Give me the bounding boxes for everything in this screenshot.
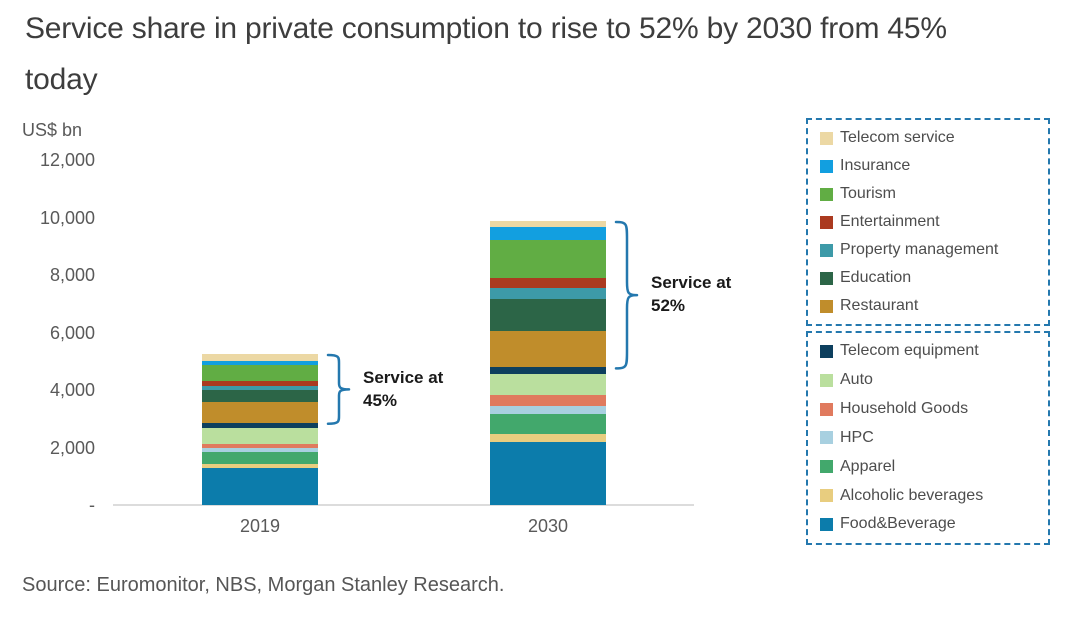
bar-segment-telecom-service-2030 [490,220,606,227]
bar-segment-telecom-equipment-2019 [202,423,318,429]
bar-segment-apparel-2019 [202,452,318,465]
legend-label-auto: Auto [840,371,873,389]
legend-label-alcoholic-beverages: Alcoholic beverages [840,486,984,504]
legend-item-insurance: Insurance [820,157,1048,175]
chart-title: Service share in private consumption to … [25,12,947,96]
legend-label-food-beverage: Food&Beverage [840,515,956,533]
bar-segment-entertainment-2030 [490,277,606,288]
legend-swatch-telecom-equipment [820,344,833,358]
service-share-brace-2030 [614,220,639,370]
bar-segment-auto-2019 [202,428,318,444]
bar-segment-hpc-2030 [490,405,606,414]
bar-segment-education-2019 [202,389,318,402]
bar-segment-insurance-2019 [202,360,318,365]
x-axis-baseline [113,504,694,506]
y-axis-tick-label: - [89,495,95,515]
legend-item-food-beverage: Food&Beverage [820,515,1048,533]
annotation-2019: Service at 45% [363,367,444,410]
y-axis-tick-label: 12,000 [39,150,95,170]
x-axis-label-2019: 2019 [239,516,281,536]
legend-swatch-restaurant [820,299,833,313]
legend-label-hpc: HPC [840,428,874,446]
legend-label-property-management: Property management [840,241,999,258]
legend-swatch-auto [820,373,833,387]
y-axis-tick-label: 4,000 [49,380,95,400]
bar-segment-telecom-service-2019 [202,354,318,361]
legend-label-insurance: Insurance [840,157,911,174]
bar-segment-restaurant-2019 [202,401,318,424]
bar-segment-entertainment-2019 [202,380,318,386]
legend-swatch-hpc [820,431,833,445]
annotation-2030: Service at 52% [651,272,732,315]
y-axis-tick-label: 6,000 [49,322,95,343]
legend-item-entertainment: Entertainment [820,213,1048,231]
legend-swatch-education [820,271,833,285]
bar-segment-household-goods-2030 [490,394,606,406]
legend-item-auto: Auto [820,371,1048,389]
legend-item-alcoholic-beverages: Alcoholic beverages [820,487,1048,505]
legend-swatch-household-goods [820,402,833,416]
legend-label-entertainment: Entertainment [840,213,940,230]
legend-label-apparel: Apparel [840,457,896,475]
legend-item-household-goods: Household Goods [820,400,1048,418]
bar-segment-household-goods-2019 [202,443,318,449]
bar-segment-alcoholic-beverages-2030 [490,433,606,442]
y-axis-tick-label: 2,000 [49,437,95,458]
legend-label-tourism: Tourism [840,185,897,202]
legend-swatch-insurance [820,159,833,173]
legend-item-apparel: Apparel [820,458,1048,476]
legend-swatch-telecom-service [820,131,833,145]
legend-item-tourism: Tourism [820,185,1048,203]
source-note: Source: Euromonitor, NBS, Morgan Stanley… [22,574,505,596]
bar-segment-insurance-2030 [490,226,606,240]
bar-segment-apparel-2030 [490,413,606,434]
bar-segment-education-2030 [490,298,606,332]
legend-swatch-food-beverage [820,517,833,531]
bar-segment-auto-2030 [490,374,606,395]
legend-item-telecom-service: Telecom service [820,129,1048,147]
x-axis-label-2030: 2030 [527,516,569,536]
y-axis-tick-label: 8,000 [49,265,95,285]
legend-swatch-property-management [820,243,833,257]
legend-item-restaurant: Restaurant [820,297,1048,315]
bar-segment-restaurant-2030 [490,331,606,367]
legend-group-goods: Telecom equipment Auto Household Goods HPC A… [806,331,1050,545]
legend-swatch-entertainment [820,215,833,229]
legend-label-household-goods: Household Goods [840,400,969,418]
bar-segment-alcoholic-beverages-2019 [202,464,318,469]
y-axis-tick-label: 10,000 [39,207,95,228]
bar-segment-property-management-2030 [490,287,606,299]
legend-label-telecom-service: Telecom service [840,129,955,146]
legend-item-hpc: HPC [820,429,1048,447]
bar-segment-food-beverage-2019 [202,468,318,505]
legend-group-services: Telecom service Insurance Tourism Entertain… [806,118,1050,326]
bar-segment-tourism-2030 [490,239,606,278]
legend-item-property-management: Property management [820,241,1048,259]
legend-label-education: Education [840,269,912,286]
y-axis-unit-label: US$ bn [22,120,83,140]
legend-swatch-tourism [820,187,833,201]
bar-segment-hpc-2019 [202,448,318,453]
legend-item-education: Education [820,269,1048,287]
bar-segment-food-beverage-2030 [490,441,606,505]
legend-label-restaurant: Restaurant [840,297,919,314]
legend-label-telecom-equipment: Telecom equipment [840,342,979,360]
bar-segment-tourism-2019 [202,364,318,381]
bar-segment-property-management-2019 [202,385,318,390]
legend-swatch-apparel [820,460,833,474]
legend-swatch-alcoholic-beverages [820,489,833,503]
service-share-brace-2019 [326,354,351,426]
legend-item-telecom-equipment: Telecom equipment [820,342,1048,360]
bar-segment-telecom-equipment-2030 [490,367,606,375]
